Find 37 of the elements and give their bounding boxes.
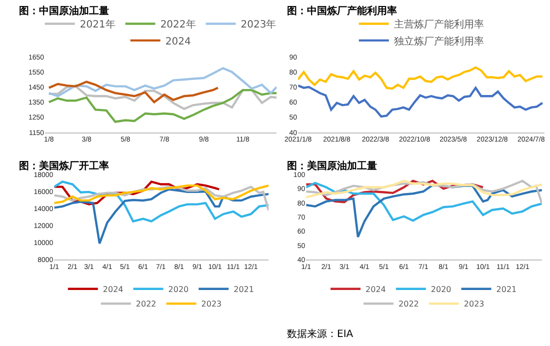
legend-label: 2023年 <box>240 18 276 31</box>
line-series <box>54 188 269 245</box>
chart-title: 图：中国原油加工量 <box>19 5 109 17</box>
legend-label: 主营炼厂产能利用率 <box>394 18 484 31</box>
line-series <box>48 80 220 104</box>
line-series <box>298 84 544 118</box>
legend-label: 2021 <box>496 285 517 294</box>
legend-label: 2024 <box>366 285 386 294</box>
legend-label: 2021年 <box>80 18 116 31</box>
line-series <box>48 85 277 110</box>
line-series <box>306 180 484 204</box>
legend-label: 2022 <box>398 300 419 309</box>
legend-label: 2020 <box>430 285 452 294</box>
line-series <box>306 180 542 205</box>
line-series <box>306 180 542 198</box>
line-series <box>298 66 544 90</box>
legend-label: 2022年 <box>160 18 196 31</box>
legend-label: 2023 <box>201 300 222 309</box>
line-series <box>48 67 277 98</box>
chart-title: 图：美国原油加工量 <box>287 160 377 172</box>
line-series <box>54 184 269 204</box>
line-series <box>306 184 542 238</box>
legend-label: 2022 <box>136 300 156 309</box>
legend-label: 2021 <box>234 285 254 294</box>
legend-label: 2023 <box>464 300 484 309</box>
chart-title: 图：美国炼厂开工率 <box>19 160 109 172</box>
line-series <box>54 180 220 206</box>
line-series <box>48 88 277 123</box>
chart-title: 图：中国炼厂产能利用率 <box>287 5 397 17</box>
line-series <box>54 186 269 212</box>
legend-label: 2020 <box>168 285 189 294</box>
line-series <box>306 182 542 222</box>
legend-label: 2024 <box>102 285 124 294</box>
source-note: 数据来源：EIA <box>287 328 354 340</box>
legend-label: 2024 <box>165 36 191 48</box>
legend-label: 独立炼厂产能利用率 <box>394 35 484 48</box>
line-series <box>54 180 269 222</box>
